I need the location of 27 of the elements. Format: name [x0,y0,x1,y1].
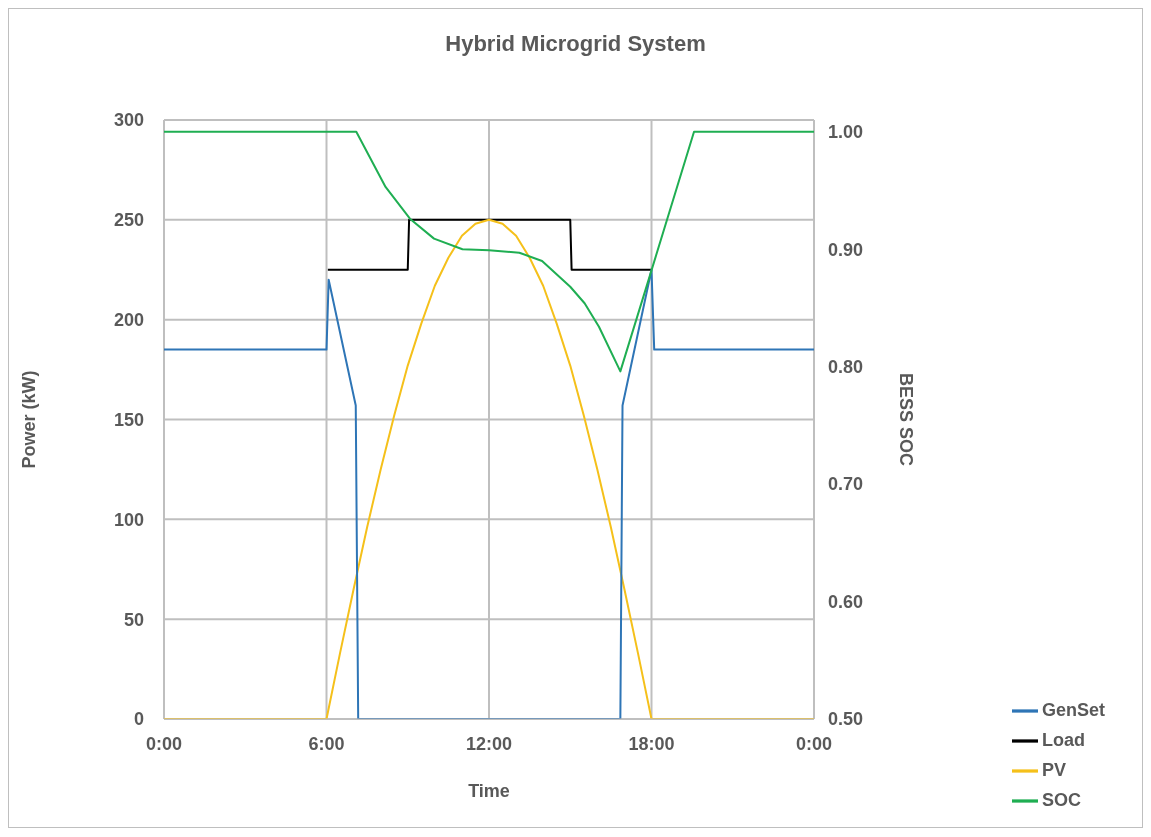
y2-tick-label: 0.50 [828,709,864,730]
y-axis-title: Power (kW) [19,370,40,469]
legend-label: PV [1042,760,1067,780]
y-tick-label: 300 [113,110,144,131]
legend-label: GenSet [1042,700,1106,720]
x-tick-label: 18:00 [628,733,675,754]
x-tick-label: 0:00 [795,733,833,754]
x-tick-label: 6:00 [308,733,345,754]
x-axis-title: Time [468,781,510,801]
y2-axis-title: BESS SOC [895,372,916,467]
y2-tick-label: 0.60 [828,591,864,612]
x-tick-label: 0:00 [145,733,183,754]
chart-title: Hybrid Microgrid System [444,31,707,57]
y2-tick-label: 0.90 [828,239,864,260]
legend-label: SOC [1042,790,1082,810]
y-tick-label: 100 [113,509,144,530]
y2-tick-label: 0.70 [828,474,864,495]
y-tick-label: 0 [133,709,144,730]
legend-label: Load [1042,730,1085,750]
y-tick-label: 150 [113,409,144,430]
y2-tick-label: 0.80 [828,357,864,378]
y-tick-label: 250 [113,210,144,231]
y-tick-label: 200 [113,310,144,331]
x-tick-label: 12:00 [465,733,513,754]
y2-tick-label: 1.00 [828,122,864,143]
y-tick-label: 50 [123,609,144,630]
line-series [164,130,814,373]
